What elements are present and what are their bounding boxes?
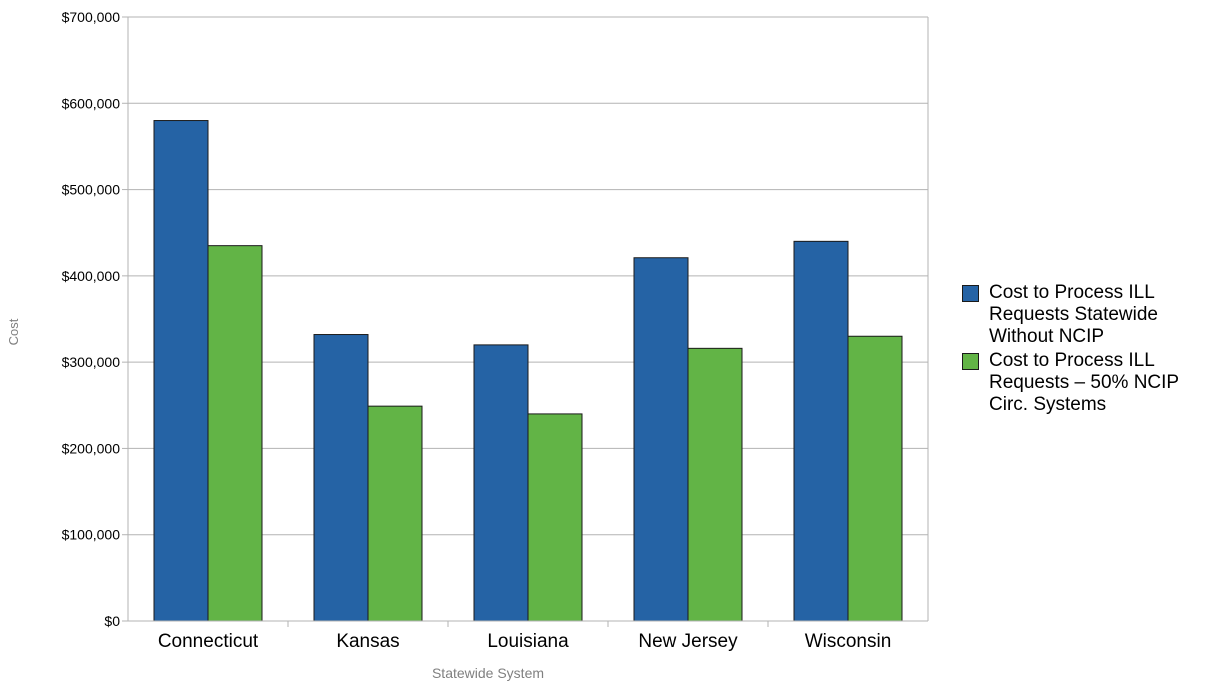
x-tick-label: Wisconsin xyxy=(805,631,892,652)
legend: Cost to Process ILL Requests Statewide W… xyxy=(962,282,1207,418)
bar-connecticut-series-2 xyxy=(208,246,262,621)
x-tick-label: New Jersey xyxy=(638,631,738,652)
x-axis-label: Statewide System xyxy=(432,665,544,681)
x-tick-labels: Connecticut Kansas Louisiana New Jersey Wisc… xyxy=(158,631,891,652)
bars xyxy=(154,121,902,621)
x-tick-label: Connecticut xyxy=(158,631,259,652)
y-tick-label: $0 xyxy=(104,613,120,629)
legend-label-without-ncip: Cost to Process ILL Requests Statewide W… xyxy=(989,282,1207,348)
legend-item-without-ncip: Cost to Process ILL Requests Statewide W… xyxy=(962,282,1207,348)
y-axis-label: Cost xyxy=(6,318,21,345)
bar-louisiana-series-1 xyxy=(474,345,528,621)
bar-kansas-series-2 xyxy=(368,406,422,621)
y-tick-label: $500,000 xyxy=(62,182,121,198)
x-tick-label: Kansas xyxy=(336,631,399,652)
y-tick-labels: $0 $100,000 $200,000 $300,000 $400,000 $500,0… xyxy=(62,9,121,629)
x-tick-label: Louisiana xyxy=(487,631,569,652)
y-tick-label: $700,000 xyxy=(62,9,121,25)
bar-louisiana-series-2 xyxy=(528,414,582,621)
bar-connecticut-series-1 xyxy=(154,121,208,621)
legend-item-50-ncip: Cost to Process ILL Requests – 50% NCIP … xyxy=(962,350,1207,416)
y-tick-label: $300,000 xyxy=(62,354,121,370)
legend-swatch-without-ncip xyxy=(962,285,979,302)
bar-new-jersey-series-1 xyxy=(634,258,688,621)
legend-swatch-50-ncip xyxy=(962,353,979,370)
y-tick-label: $600,000 xyxy=(62,95,121,111)
bar-wisconsin-series-1 xyxy=(794,241,848,621)
y-tick-label: $400,000 xyxy=(62,268,121,284)
legend-label-50-ncip: Cost to Process ILL Requests – 50% NCIP … xyxy=(989,350,1207,416)
bar-wisconsin-series-2 xyxy=(848,336,902,621)
bar-new-jersey-series-2 xyxy=(688,348,742,621)
y-tick-label: $200,000 xyxy=(62,440,121,456)
y-tick-label: $100,000 xyxy=(62,527,121,543)
bar-kansas-series-1 xyxy=(314,335,368,621)
